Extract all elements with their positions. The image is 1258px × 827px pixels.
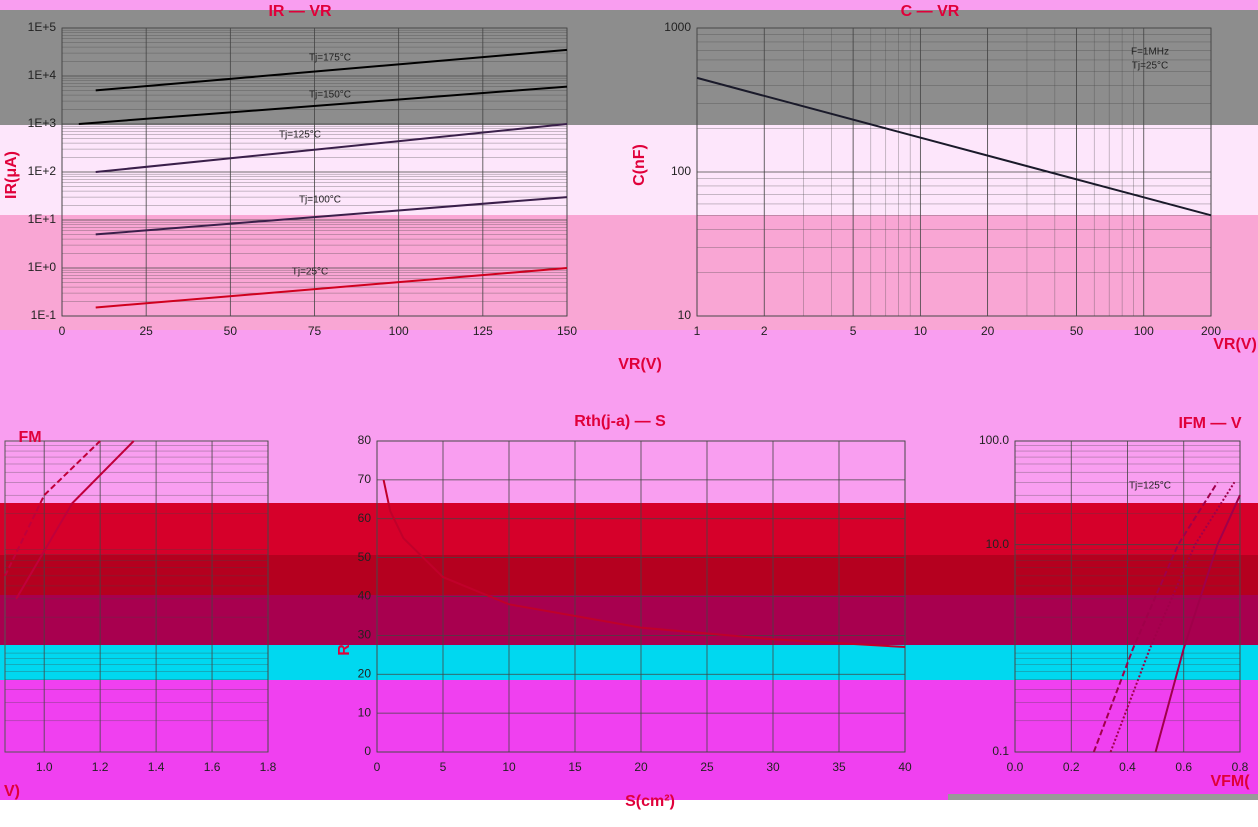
x-tick-label: 25 bbox=[139, 324, 153, 338]
y-tick-label: 20 bbox=[358, 666, 372, 680]
x-tick-label: 150 bbox=[557, 324, 577, 338]
y-tick-label: 10 bbox=[678, 308, 692, 322]
x-tick-label: 100 bbox=[389, 324, 409, 338]
y-tick-label: 1E+2 bbox=[28, 164, 57, 178]
y-tick-label: 1E+0 bbox=[28, 260, 57, 274]
x-tick-label: 0.0 bbox=[1007, 760, 1024, 774]
x-tick-label: 5 bbox=[850, 324, 857, 338]
annotation: Tj=25°C bbox=[1132, 61, 1169, 72]
y-axis-label: C(nF) bbox=[631, 144, 648, 186]
x-tick-label: 40 bbox=[898, 760, 912, 774]
x-tick-label: 1.0 bbox=[36, 760, 53, 774]
x-tick-label: 1.4 bbox=[148, 760, 165, 774]
chart: 1E-11E+01E+11E+21E+31E+41E+5025507510012… bbox=[0, 0, 1258, 827]
x-tick-label: 1.8 bbox=[260, 760, 277, 774]
x-tick-label: 1.6 bbox=[204, 760, 221, 774]
chart-title: C — VR bbox=[901, 3, 960, 20]
x-tick-label: 0.8 bbox=[1232, 760, 1249, 774]
x-tick-label: 0 bbox=[374, 760, 381, 774]
x-tick-label: 75 bbox=[308, 324, 322, 338]
y-tick-label: 40 bbox=[358, 589, 372, 603]
annotation: Tj=150°C bbox=[309, 90, 351, 101]
x-tick-label: 20 bbox=[981, 324, 995, 338]
x-tick-label: 1 bbox=[694, 324, 701, 338]
x-tick-label: 2 bbox=[761, 324, 768, 338]
x-tick-label: 10 bbox=[914, 324, 928, 338]
x-axis-label: VR(V) bbox=[1213, 336, 1257, 353]
x-tick-label: 30 bbox=[766, 760, 780, 774]
x-tick-label: 100 bbox=[1134, 324, 1154, 338]
x-tick-label: 20 bbox=[634, 760, 648, 774]
x-axis-label: VFM( bbox=[1210, 773, 1250, 790]
x-tick-label: 0.2 bbox=[1063, 760, 1080, 774]
y-tick-label: 80 bbox=[358, 433, 372, 447]
annotation: F=1MHz bbox=[1131, 47, 1169, 58]
y-tick-label: 100 bbox=[671, 164, 691, 178]
annotation: Tj=175°C bbox=[309, 53, 351, 64]
x-tick-label: 35 bbox=[832, 760, 846, 774]
x-tick-label: 25 bbox=[700, 760, 714, 774]
y-tick-label: 10.0 bbox=[986, 537, 1010, 551]
x-tick-label: 1.2 bbox=[92, 760, 109, 774]
y-tick-label: 1E+1 bbox=[28, 212, 57, 226]
annotation: Tj=125°C bbox=[279, 130, 321, 141]
background-bands bbox=[0, 0, 1258, 800]
y-tick-label: 0.1 bbox=[992, 744, 1009, 758]
y-tick-label: 60 bbox=[358, 511, 372, 525]
x-tick-label: 15 bbox=[568, 760, 582, 774]
page: 1E-11E+01E+11E+21E+31E+41E+5025507510012… bbox=[0, 0, 1258, 827]
annotation: Tj=25°C bbox=[292, 267, 329, 278]
y-tick-label: 1E+5 bbox=[28, 20, 57, 34]
x-tick-label: 0.6 bbox=[1175, 760, 1192, 774]
y-tick-label: 50 bbox=[358, 550, 372, 564]
x-tick-label: 50 bbox=[224, 324, 238, 338]
x-tick-label: 0.4 bbox=[1119, 760, 1136, 774]
x-tick-label: 50 bbox=[1070, 324, 1084, 338]
y-tick-label: 1E+4 bbox=[28, 68, 57, 82]
y-tick-label: 30 bbox=[358, 628, 372, 642]
x-tick-label: 125 bbox=[473, 324, 493, 338]
x-axis-label: V) bbox=[4, 783, 20, 800]
x-axis-label: VR(V) bbox=[618, 356, 662, 373]
y-tick-label: 1000 bbox=[664, 20, 691, 34]
y-tick-label: 10 bbox=[358, 705, 372, 719]
annotation: Tj=125°C bbox=[1129, 481, 1171, 492]
y-tick-label: 1E-1 bbox=[31, 308, 57, 322]
x-tick-label: 5 bbox=[440, 760, 447, 774]
y-tick-label: 1E+3 bbox=[28, 116, 57, 130]
chart-title: IFM — V bbox=[1178, 415, 1241, 432]
chart-title: IR — VR bbox=[268, 3, 332, 20]
y-tick-label: 0 bbox=[364, 744, 371, 758]
x-axis-label: S(cm²) bbox=[625, 793, 675, 810]
y-tick-label: 100.0 bbox=[979, 433, 1009, 447]
chart-title: Rth(j-a) — S bbox=[574, 413, 666, 430]
annotation: Tj=100°C bbox=[299, 195, 341, 206]
chart-title: FM bbox=[18, 429, 41, 446]
y-axis-label: IR(μA) bbox=[3, 151, 20, 199]
x-tick-label: 0 bbox=[59, 324, 66, 338]
y-axis-label: R bbox=[336, 644, 353, 656]
x-tick-label: 10 bbox=[502, 760, 516, 774]
y-tick-label: 70 bbox=[358, 472, 372, 486]
